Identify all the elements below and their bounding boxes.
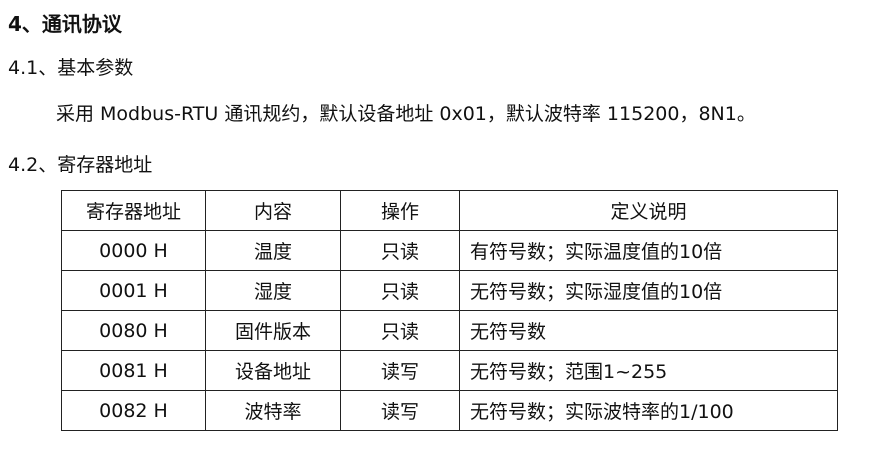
table-cell: 0080 H	[61, 310, 206, 351]
table-cell: 无符号数	[459, 310, 838, 351]
table-row: 0000 H 温度 只读 有符号数；实际温度值的10倍	[61, 230, 838, 271]
table-row: 0081 H 设备地址 读写 无符号数；范围1~255	[61, 350, 838, 391]
table-cell: 无符号数；实际湿度值的10倍	[459, 270, 838, 311]
header-cell: 定义说明	[459, 190, 838, 231]
header-cell: 内容	[205, 190, 341, 231]
table-row: 0001 H 湿度 只读 无符号数；实际湿度值的10倍	[61, 270, 838, 311]
table-cell: 湿度	[205, 270, 341, 311]
table-cell: 只读	[340, 270, 460, 311]
table-cell: 有符号数；实际温度值的10倍	[459, 230, 838, 271]
table-cell: 只读	[340, 310, 460, 351]
table-cell: 设备地址	[205, 350, 341, 391]
table-cell: 固件版本	[205, 310, 341, 351]
table-cell: 读写	[340, 390, 460, 431]
table-cell: 温度	[205, 230, 341, 271]
table-cell: 读写	[340, 350, 460, 391]
table-cell: 0081 H	[61, 350, 206, 391]
header-cell: 操作	[340, 190, 460, 231]
table-cell: 只读	[340, 230, 460, 271]
subsection-title-basic-params: 4.1、基本参数	[8, 57, 134, 79]
table-cell: 无符号数；范围1~255	[459, 350, 838, 391]
section-title: 4、通讯协议	[8, 12, 122, 36]
table-row: 0082 H 波特率 读写 无符号数；实际波特率的1/100	[61, 390, 838, 431]
header-cell: 寄存器地址	[61, 190, 206, 231]
subsection-title-register-address: 4.2、寄存器地址	[8, 154, 153, 176]
table-row: 0080 H 固件版本 只读 无符号数	[61, 310, 838, 351]
table-cell: 波特率	[205, 390, 341, 431]
register-table: 寄存器地址 内容 操作 定义说明 0000 H 温度 只读 有符号数；实际温度值的10…	[61, 190, 838, 431]
table-cell: 无符号数；实际波特率的1/100	[459, 390, 838, 431]
table-cell: 0082 H	[61, 390, 206, 431]
basic-params-paragraph: 采用 Modbus-RTU 通讯规约，默认设备地址 0x01，默认波特率 115…	[56, 103, 756, 125]
table-cell: 0001 H	[61, 270, 206, 311]
table-header-row: 寄存器地址 内容 操作 定义说明	[61, 190, 838, 231]
table-cell: 0000 H	[61, 230, 206, 271]
